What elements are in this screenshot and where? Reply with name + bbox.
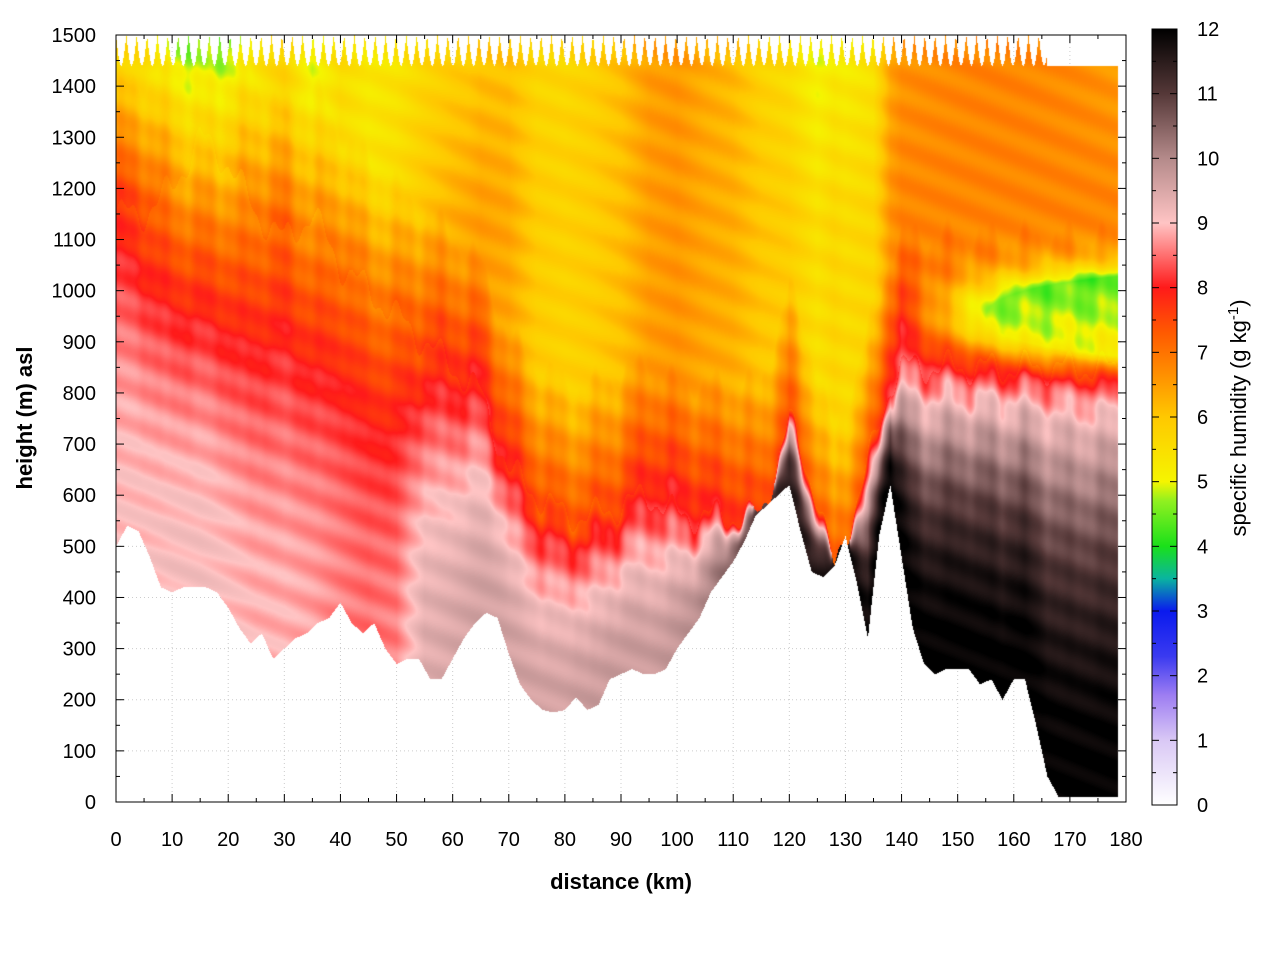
colorbar-title-superscript: -1 [1225, 307, 1242, 320]
y-tick-label: 1200 [52, 178, 97, 200]
y-tick-label: 700 [63, 434, 96, 456]
y-tick-label: 1300 [52, 127, 97, 149]
x-tick-label: 80 [554, 829, 576, 851]
x-tick-label: 160 [997, 829, 1030, 851]
humidity-field [116, 35, 1126, 802]
x-tick-label: 140 [885, 829, 918, 851]
x-tick-label: 120 [773, 829, 806, 851]
colorbar-title-end: ) [1226, 299, 1251, 306]
colorbar-tick-label: 10 [1197, 148, 1219, 170]
colorbar-tick-label: 4 [1197, 536, 1208, 558]
y-tick-label: 1100 [53, 230, 96, 252]
x-axis: 0 10 20 30 40 50 60 70 80 90 100 110 120 130 140 150 160… [110, 35, 1143, 851]
colorbar-title: specific humidity (g kg-1) [1225, 299, 1252, 536]
y-tick-label: 1400 [52, 76, 97, 98]
y-tick-label: 1000 [52, 281, 97, 303]
humidity-field-image [116, 35, 1126, 802]
x-tick-label: 90 [610, 829, 632, 851]
colorbar-tick-label: 12 [1197, 19, 1219, 41]
y-tick-label: 200 [63, 690, 96, 712]
y-tick-label: 500 [63, 536, 96, 558]
x-tick-label: 50 [385, 829, 407, 851]
colorbar-tick-label: 0 [1197, 795, 1208, 817]
x-tick-label: 60 [442, 829, 464, 851]
x-tick-label: 100 [660, 829, 693, 851]
colorbar-tick-label: 2 [1197, 666, 1208, 688]
x-tick-label: 40 [329, 829, 351, 851]
y-tick-label: 600 [63, 485, 96, 507]
y-axis-title: height (m) asl [12, 346, 37, 489]
y-tick-label: 800 [63, 383, 96, 405]
x-axis-title: distance (km) [550, 869, 692, 894]
y-tick-label: 1500 [52, 25, 97, 47]
x-tick-label: 110 [717, 829, 749, 851]
x-tick-label: 150 [941, 829, 974, 851]
colorbar-tick-label: 9 [1197, 213, 1208, 235]
y-tick-label: 400 [63, 587, 96, 609]
colorbar-tick-label: 5 [1197, 472, 1208, 494]
y-tick-label: 900 [63, 332, 96, 354]
y-tick-label: 0 [85, 792, 96, 814]
x-tick-label: 0 [110, 829, 121, 851]
colorbar-tick-label: 6 [1197, 407, 1208, 429]
x-tick-label: 20 [217, 829, 239, 851]
x-tick-label: 30 [273, 829, 295, 851]
y-axis: 0 100 200 300 400 500 600 700 800 900 1000 1100 1200… [52, 25, 1126, 814]
colorbar-tick-label: 8 [1197, 278, 1208, 300]
x-tick-label: 70 [498, 829, 520, 851]
y-tick-label: 300 [63, 639, 96, 661]
colorbar-tick-label: 7 [1197, 342, 1208, 364]
x-tick-label: 10 [161, 829, 183, 851]
y-tick-label: 100 [63, 741, 96, 763]
x-tick-label: 170 [1053, 829, 1086, 851]
x-tick-label: 180 [1109, 829, 1142, 851]
x-tick-label: 130 [829, 829, 862, 851]
colorbar-title-main: specific humidity (g kg [1226, 320, 1251, 536]
colorbar-tick-label: 11 [1197, 84, 1218, 106]
colorbar-tick-label: 1 [1197, 730, 1208, 752]
colorbar-tick-label: 3 [1197, 601, 1208, 623]
